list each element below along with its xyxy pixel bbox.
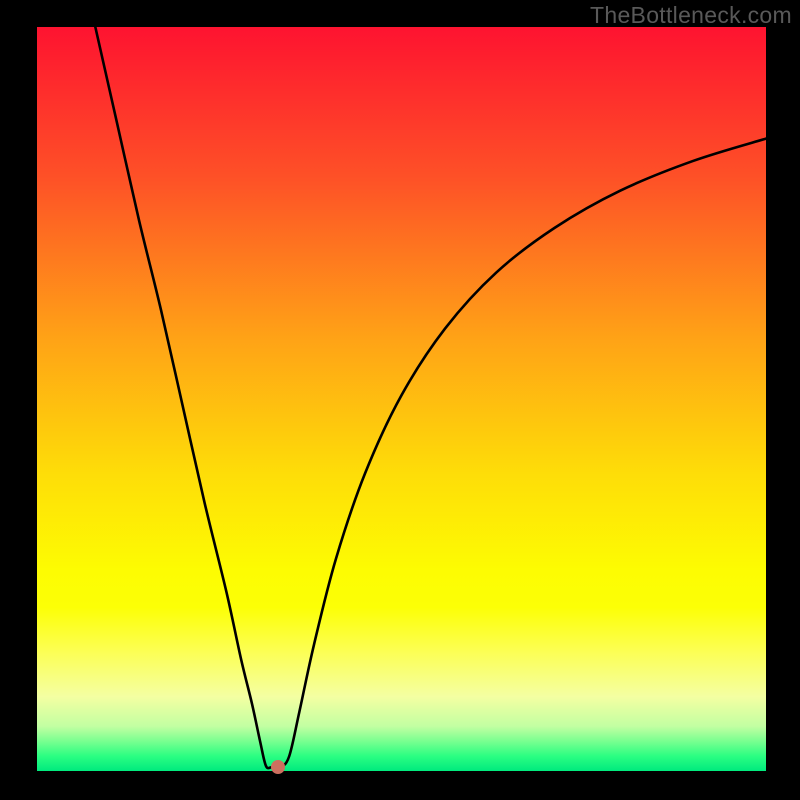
plot-area <box>37 27 766 771</box>
minimum-marker <box>271 760 285 774</box>
chart-frame: TheBottleneck.com <box>0 0 800 800</box>
watermark-text: TheBottleneck.com <box>590 2 792 29</box>
bottleneck-curve <box>37 27 766 771</box>
